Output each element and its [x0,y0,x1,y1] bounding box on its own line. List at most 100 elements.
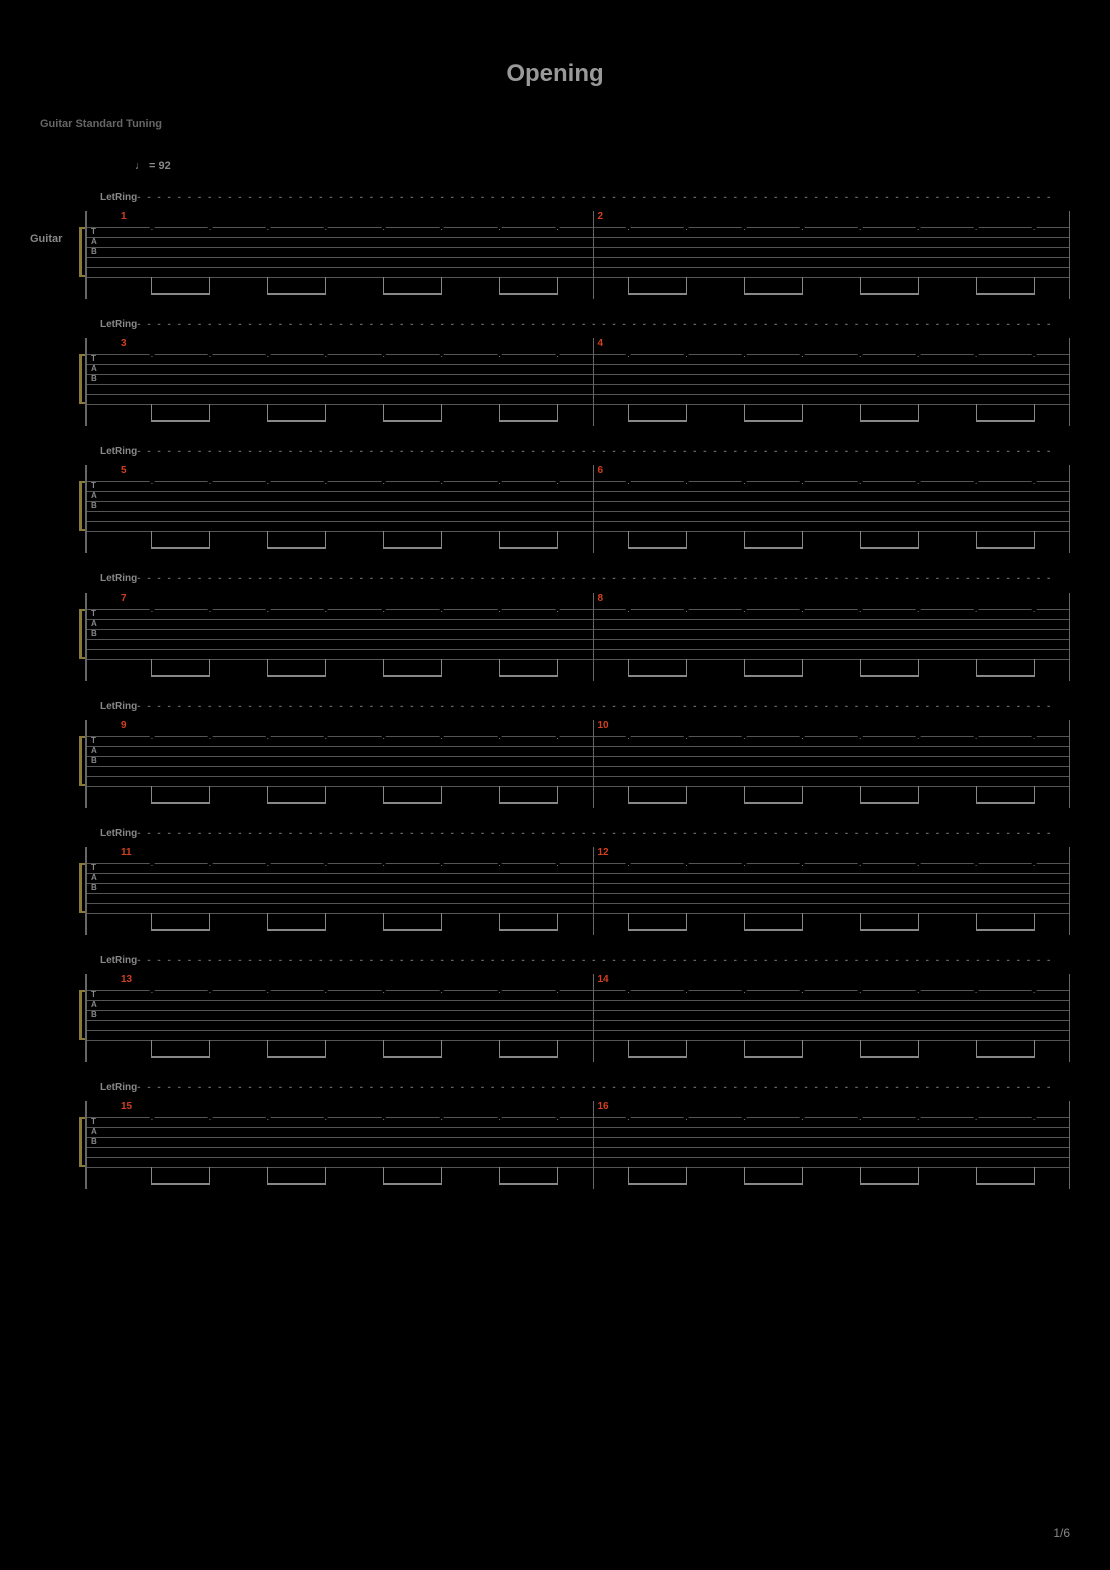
fret-number: · [323,861,328,870]
notes-row: ········ [594,734,1070,794]
beam-group [355,531,471,549]
beam [152,675,210,677]
fret-number: · [555,861,560,870]
beam-group [947,659,1063,677]
fret-number: · [858,607,863,616]
beam-group [239,913,355,931]
fret-number: · [800,734,805,743]
beam-group [123,277,239,295]
fret-number: · [266,988,271,997]
beam-group [355,913,471,931]
beam [976,802,1034,804]
measure: 3········ [117,338,594,426]
note-column: · [739,988,749,1048]
tab-system: TAB15········16········ [40,1101,1070,1189]
letring-text: LetRing [100,446,137,457]
fret-number: · [974,352,979,361]
measure-number: 8 [598,593,604,604]
tab-block: TAB13········14········ [85,974,1070,1062]
fret-number: · [497,734,502,743]
letring-text: LetRing [100,319,137,330]
fret-number: · [323,734,328,743]
note-column: · [971,352,981,412]
note-column: · [913,225,923,285]
beam-group [600,277,716,295]
fret-number: · [323,988,328,997]
beam-group [715,1167,831,1185]
fret-number: · [916,607,921,616]
note-column: · [913,607,923,667]
beam [744,802,802,804]
fret-number: · [800,479,805,488]
fret-number: · [684,479,689,488]
note-column: · [495,352,505,412]
note-column: · [553,225,563,285]
stems-row [117,531,593,549]
note-column: · [855,607,865,667]
beam-group [715,277,831,295]
fret-number: · [208,479,213,488]
fret-number: · [800,1115,805,1124]
system-bracket [79,863,85,913]
fret-number: · [555,479,560,488]
note-column: · [971,861,981,921]
note-column: · [321,352,331,412]
fret-number: · [916,861,921,870]
stems-row [594,277,1070,295]
note-column: · [623,988,633,1048]
fret-number: · [150,1115,155,1124]
measure: 7········ [117,593,594,681]
beam-group [831,1167,947,1185]
letring-label: LetRing - - - - - - - - - - - - - - - - … [100,1082,1070,1093]
beam [976,1183,1034,1185]
beam [500,802,558,804]
fret-number: · [555,225,560,234]
note-column: · [797,479,807,539]
beam-group [715,531,831,549]
beam-group [471,913,587,931]
beam-group [947,1040,1063,1058]
measure: 9········ [117,720,594,808]
measure-number: 2 [598,211,604,222]
beam [152,802,210,804]
note-column: · [553,352,563,412]
fret-number: · [1032,1115,1037,1124]
stems-row [117,1167,593,1185]
note-column: · [147,479,157,539]
measures-row: 15········16········ [117,1101,1070,1189]
note-column: · [971,1115,981,1175]
fret-number: · [742,479,747,488]
note-column: · [739,607,749,667]
fret-number: · [916,352,921,361]
beam [152,293,210,295]
note-column: · [263,734,273,794]
measure-number: 3 [121,338,127,349]
beam-group [471,277,587,295]
beam [860,675,918,677]
beam [976,1056,1034,1058]
fret-number: · [974,861,979,870]
beam-group [831,659,947,677]
stems-row [594,1040,1070,1058]
beam-group [947,404,1063,422]
beam [384,802,442,804]
beam-group [715,1040,831,1058]
beam-group [831,1040,947,1058]
note-column: · [147,988,157,1048]
measures-row: 5········6········ [117,465,1070,553]
fret-number: · [439,352,444,361]
stems-row [117,1040,593,1058]
beam-group [471,531,587,549]
letring-label: LetRing - - - - - - - - - - - - - - - - … [100,955,1070,966]
fret-number: · [974,734,979,743]
letring-text: LetRing [100,701,137,712]
measures-row: 11········12········ [117,847,1070,935]
fret-number: · [626,988,631,997]
beam [744,1056,802,1058]
fret-number: · [439,988,444,997]
fret-number: · [266,479,271,488]
fret-number: · [497,861,502,870]
beam-group [239,659,355,677]
measures-row: 7········8········ [117,593,1070,681]
beam-group [947,913,1063,931]
